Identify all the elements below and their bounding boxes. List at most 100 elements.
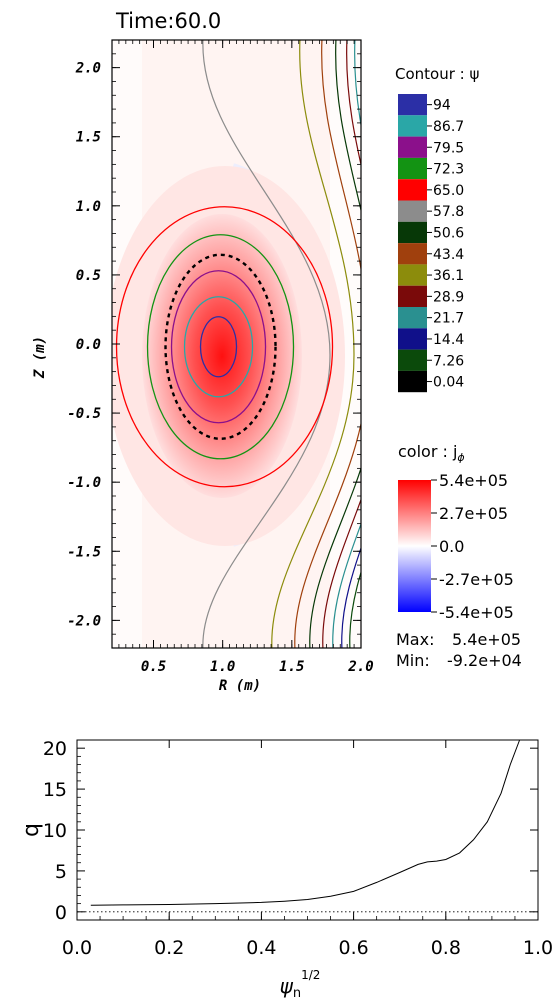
psi-tick-label: 0.2	[154, 937, 184, 959]
flux-contours	[202, 40, 361, 648]
contour-legend-label: 79.5	[433, 140, 464, 156]
contour-legend-label: 43.4	[433, 247, 464, 263]
contour-legend-swatch	[398, 370, 427, 393]
q-tick-label: 15	[43, 779, 67, 801]
contour-legend-label: 50.6	[433, 225, 464, 241]
colorbar-tick-label: 5.4e+05	[439, 471, 508, 490]
psi-tick-label: 0.6	[338, 937, 368, 959]
colorbar-tick-label: -5.4e+05	[439, 603, 514, 622]
contour-legend-swatch	[398, 328, 427, 350]
contour-legend-swatch	[398, 200, 427, 222]
contour-legend-swatch	[398, 115, 427, 137]
z-tick-label: 1.0	[76, 199, 101, 215]
psi-tick-label: 0.0	[62, 937, 92, 959]
color-legend-title-text: color : j	[398, 442, 457, 461]
colorbar-tick-label: 2.7e+05	[439, 504, 508, 523]
z-tick-label: -1.0	[67, 475, 101, 491]
contour-legend-label: 0.04	[433, 375, 464, 391]
contour-legend-label: 57.8	[433, 204, 464, 220]
color-legend-title: color : jϕ	[398, 442, 465, 464]
r-axis-ticks: 0.5 1.0 1.5 2.0	[111, 40, 374, 675]
flux-surface-purple	[170, 270, 267, 424]
psi-axis-label-superscript: 1/2	[301, 968, 320, 982]
psi-tick-label: 0.4	[246, 937, 276, 959]
contour-legend-label: 65.0	[433, 183, 464, 199]
z-tick-label: -0.5	[67, 406, 101, 422]
r-axis-label: R (m)	[219, 678, 261, 694]
q-axis-label: q	[19, 823, 44, 837]
q-tick-label: 5	[55, 861, 67, 883]
equilibrium-plot-area	[112, 40, 361, 648]
q-profile-axes	[76, 739, 539, 921]
q-tick-label: 0	[55, 902, 67, 924]
flux-contour-open-7	[341, 546, 361, 648]
contour-legend-label: 36.1	[433, 268, 464, 284]
contour-legend-label: 14.4	[433, 332, 464, 348]
flux-surface-outer	[115, 206, 334, 488]
contour-legend-swatch	[398, 264, 427, 286]
contour-legend-swatch	[398, 179, 427, 201]
colorbar	[398, 480, 431, 612]
z-tick-label: 0.0	[76, 337, 101, 353]
r-tick-label: 0.5	[141, 659, 166, 675]
contour-legend-label: 86.7	[433, 119, 464, 135]
contour-legend-title: Contour : ψ	[395, 65, 479, 83]
flux-contour-open-4	[309, 40, 361, 648]
color-min-value: -9.2e+04	[447, 651, 522, 670]
z-tick-label: -1.5	[67, 544, 101, 560]
z-tick-label: -2.0	[67, 613, 101, 629]
psi-axis-label: ψn1/2	[280, 968, 321, 1001]
contour-legend-label: 7.26	[433, 353, 464, 369]
contour-legend-swatch	[398, 94, 427, 116]
colorbar-ticks: 5.4e+05 2.7e+05 0.0 -2.7e+05 -5.4e+05	[431, 471, 514, 622]
colorbar-tick-label: 0.0	[439, 537, 464, 556]
psi-tick-label: 0.8	[431, 937, 461, 959]
q-tick-label: 10	[43, 820, 67, 842]
psi-axis-label-subscript: n	[293, 986, 301, 1001]
z-tick-label: 2.0	[75, 61, 101, 77]
r-tick-label: 2.0	[347, 659, 373, 675]
r-tick-label: 1.0	[210, 659, 235, 675]
current-density-core	[142, 214, 302, 498]
flux-surface-core	[199, 316, 238, 378]
separatrix-dashed	[164, 253, 277, 440]
psi-axis-ticks: 0.0 0.2 0.4 0.6 0.8 1.0	[62, 740, 553, 959]
closed-flux-surfaces	[115, 206, 334, 488]
contour-legend-swatch	[398, 243, 427, 265]
contour-legend-swatch	[398, 285, 427, 307]
contour-legend-swatch	[398, 307, 427, 329]
contour-legend-label: 28.9	[433, 289, 464, 305]
flux-contour-open-5	[322, 40, 361, 648]
q-tick-label: 20	[43, 738, 67, 760]
color-legend-title-subscript: ϕ	[457, 451, 464, 464]
contour-legend-swatch	[398, 349, 427, 371]
flux-contour-open-6	[332, 40, 361, 648]
contour-legend-swatch	[398, 221, 427, 244]
contour-legend-label: 72.3	[433, 162, 464, 178]
contour-legend-label: 94	[433, 98, 451, 114]
z-tick-label: 1.5	[76, 130, 101, 146]
equilibrium-title: Time:60.0	[115, 9, 221, 33]
color-min-label: Min:	[396, 651, 430, 670]
flux-surface-green	[146, 234, 295, 460]
psi-tick-label: 1.0	[523, 937, 553, 959]
q-profile-line	[90, 739, 521, 906]
flux-contour-open-2	[271, 40, 355, 648]
z-tick-label: 0.5	[76, 268, 101, 284]
psi-axis-label-symbol: ψ	[280, 974, 294, 998]
flux-contour-open-3	[294, 40, 361, 648]
r-tick-label: 1.5	[279, 659, 304, 675]
color-max-value: 5.4e+05	[452, 630, 521, 649]
q-axis-ticks: 0 5 10 15 20	[43, 738, 538, 924]
contour-legend: 94 86.7 79.5 72.3 65.0 57.8 50.6 43.4 36.1 28.9 21…	[398, 94, 464, 393]
contour-legend-swatch	[398, 136, 427, 158]
flux-surface-cyan	[183, 296, 254, 398]
z-axis-label: Z (m)	[32, 336, 48, 379]
z-axis-ticks: 2.0 1.5 1.0 0.5 0.0 -0.5 -1.0 -1.5 -2.0	[67, 39, 361, 649]
color-max-label: Max:	[396, 630, 434, 649]
contour-legend-swatch	[398, 157, 427, 180]
flux-contour-open-1	[202, 40, 331, 648]
colorbar-tick-label: -2.7e+05	[439, 570, 514, 589]
contour-legend-label: 21.7	[433, 311, 464, 327]
